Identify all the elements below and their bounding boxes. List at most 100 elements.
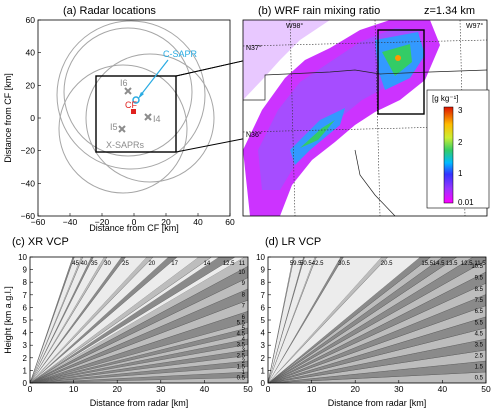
elevation-label: 8.5	[475, 287, 484, 293]
beam-band	[30, 257, 154, 383]
elevation-label: 3	[242, 348, 246, 354]
elevation-label: 45	[72, 261, 79, 267]
elevation-label: 0.5	[237, 376, 246, 382]
elevation-label: 9	[242, 281, 246, 287]
lon-label-w98: W98°	[286, 22, 303, 30]
elevation-label: 11.5	[474, 261, 486, 267]
elevation-label: 15.5	[421, 261, 433, 267]
x-sapr-markers	[118, 87, 152, 133]
panel-d-yticks: 0 1 2 3 4 5 6 7 8 9 10	[256, 253, 271, 388]
beam-band	[30, 257, 178, 383]
xr-top-labels: 45 40 35 30 25 20 17 14 12.5 11	[72, 261, 246, 267]
csapr-label: C-SAPR	[163, 49, 198, 59]
beam-band	[268, 257, 344, 383]
panel-a-title: (a) Radar locations	[63, 5, 156, 17]
y-tick-label: 0	[30, 113, 35, 123]
beam-gap	[30, 257, 122, 383]
panel-b-altitude: z=1.34 km	[424, 5, 475, 17]
x-tick-label: 0	[132, 217, 137, 227]
elevation-label: 35	[91, 261, 98, 267]
beam-band	[30, 257, 108, 383]
elevation-label: 14.5	[433, 261, 445, 267]
rain-light	[243, 20, 330, 100]
lr-vcp-beams	[268, 257, 486, 383]
elevation-label: 5.5	[475, 320, 484, 326]
x-tick-label: −40	[63, 217, 78, 227]
y-tick-label: 1	[23, 366, 28, 375]
y-tick-label: 7	[23, 291, 28, 300]
y-tick-label: 5	[261, 316, 266, 325]
panel-c-xticks: 0 10 20 30 40 50	[28, 380, 253, 394]
beam-band	[30, 257, 212, 383]
beam-gap	[30, 257, 169, 383]
panel-c-xlabel: Distance from radar [km]	[90, 398, 189, 408]
beam-band	[268, 257, 474, 383]
elevation-label: 59.5	[290, 261, 302, 267]
x-tick-label: 0	[28, 384, 33, 394]
colorbar-tick-001: 0.01	[458, 198, 474, 207]
elevation-label: 13.5	[446, 261, 458, 267]
elevation-label: 8	[242, 292, 246, 298]
colorbar: [g kg⁻¹] 3 2 1 0.01	[426, 89, 490, 209]
y-tick-label: 9	[261, 266, 266, 275]
y-tick-label: 4	[261, 329, 266, 338]
beam-band	[268, 257, 458, 383]
x-tick-label: 40	[200, 384, 210, 394]
y-tick-label: 60	[26, 15, 36, 25]
radar-range-circles	[56, 20, 215, 194]
elevation-label: 1	[242, 370, 246, 376]
elevation-label: 6	[242, 315, 246, 321]
i5-marker	[118, 125, 126, 133]
cf-marker	[131, 109, 136, 114]
elevation-label: 12.5	[223, 261, 235, 267]
y-tick-label: 40	[26, 48, 36, 58]
beam-gap	[30, 257, 219, 383]
range-circle-i4	[85, 53, 215, 183]
panel-c: (c) XR VCP 45 40 35 30 25 20 17 14 12.5 11 109876…	[3, 236, 253, 408]
elevation-label: 4.5	[475, 331, 484, 337]
elevation-label: 11	[239, 261, 246, 267]
y-tick-label: 8	[23, 278, 28, 287]
x-tick-label: 10	[69, 384, 79, 394]
panel-a-yticks: 60 40 20 0 −20 −40 −60	[21, 15, 41, 221]
x-tick-label: 0	[266, 384, 271, 394]
elevation-label: 4.5	[237, 331, 246, 337]
colorbar-tick-3: 3	[458, 106, 463, 115]
y-tick-label: 2	[261, 354, 266, 363]
lat-label-n36: N36°	[246, 131, 262, 139]
elevation-label: 10	[238, 270, 245, 276]
y-tick-label: 0	[23, 379, 28, 388]
y-tick-label: 3	[23, 341, 28, 350]
rain-peak	[395, 55, 401, 61]
elevation-label: 12.5	[461, 261, 473, 267]
beam-band	[268, 257, 486, 383]
csapr-pointer	[139, 59, 169, 97]
elevation-label: 2.5	[475, 353, 484, 359]
colorbar-background	[426, 89, 490, 209]
elevation-label: 40	[81, 261, 88, 267]
colorbar-tick-1: 1	[458, 169, 463, 178]
beam-band	[30, 257, 84, 383]
panel-d-xlabel: Distance from radar [km]	[328, 398, 427, 408]
elevation-label: 30.5	[338, 261, 350, 267]
beam-band	[30, 257, 236, 383]
y-tick-label: 9	[23, 266, 28, 275]
x-tick-label: 20	[112, 384, 122, 394]
xsaprs-label: X-SAPRs	[106, 140, 145, 150]
y-tick-label: 10	[256, 253, 265, 262]
elevation-label: 0.5	[475, 376, 484, 382]
y-tick-label: 20	[26, 80, 36, 90]
elevation-label: 1.5	[475, 365, 484, 371]
elevation-label: 1.5	[237, 365, 246, 371]
panel-c-title: (c) XR VCP	[12, 236, 69, 248]
i4-label: I4	[153, 114, 161, 124]
beam-band	[268, 257, 389, 383]
range-circle-i6	[63, 27, 193, 157]
beam-gap	[268, 257, 382, 383]
beam-band	[268, 257, 444, 383]
elevation-label: 4	[242, 337, 246, 343]
panel-d-xticks: 0 10 20 30 40 50	[266, 380, 491, 394]
y-tick-label: −40	[21, 178, 36, 188]
colorbar-gradient	[443, 106, 454, 204]
y-tick-label: 5	[23, 316, 28, 325]
